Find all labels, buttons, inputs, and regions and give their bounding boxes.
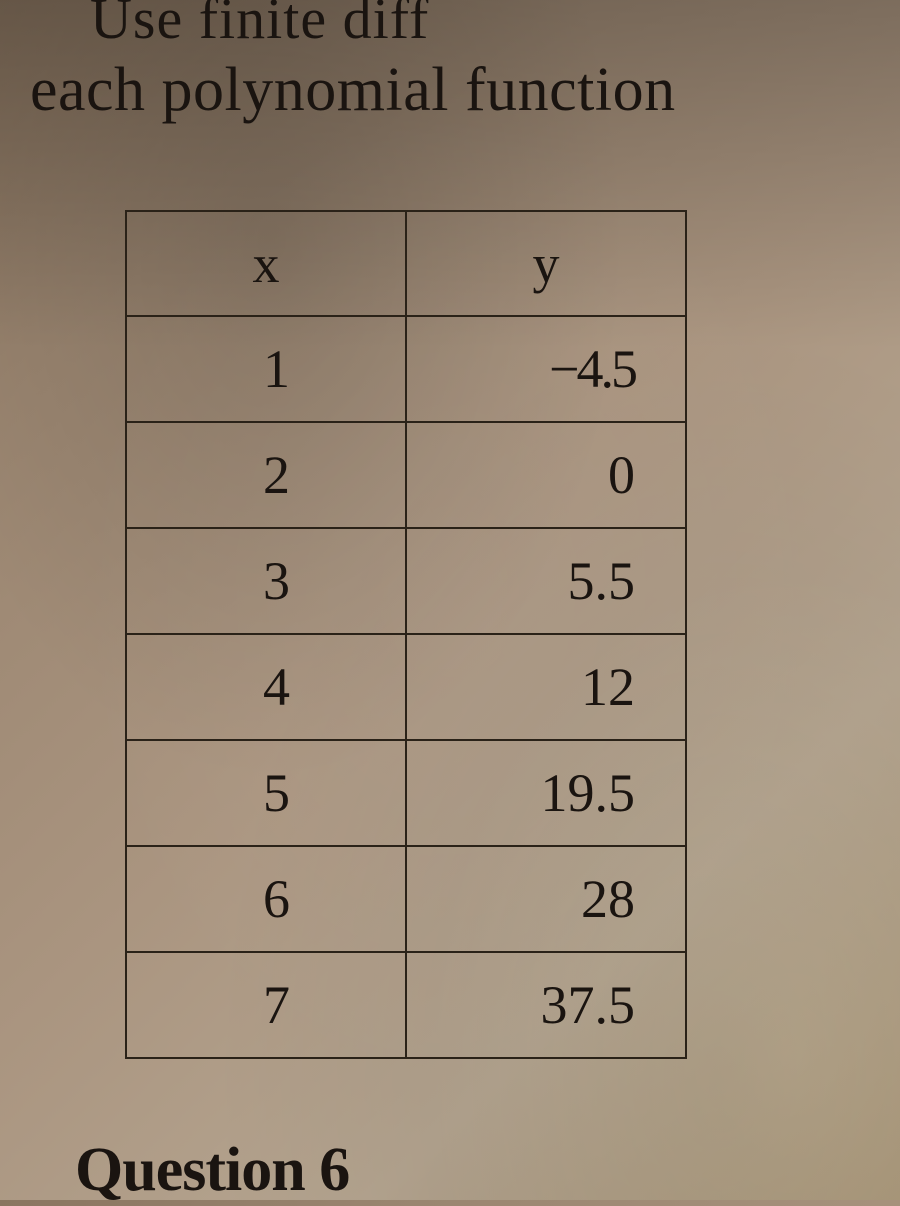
xy-data-table: x y 1 −4.5 2 0 3 5.5 4 12 5 19.5 6 28 7 xyxy=(125,210,687,1059)
table-row: 5 19.5 xyxy=(126,740,686,846)
instruction-line: each polynomial function xyxy=(30,55,676,126)
cell-y: 5.5 xyxy=(406,528,686,634)
table-row: 3 5.5 xyxy=(126,528,686,634)
cell-y: 37.5 xyxy=(406,952,686,1058)
partial-text-cutoff: Use finite diff xyxy=(90,0,429,52)
cell-y: 28 xyxy=(406,846,686,952)
table-header-row: x y xyxy=(126,211,686,316)
cell-x: 2 xyxy=(126,422,406,528)
table-row: 1 −4.5 xyxy=(126,316,686,422)
question-label: Question 6 xyxy=(75,1135,349,1206)
cell-x: 4 xyxy=(126,634,406,740)
cell-y: −4.5 xyxy=(406,316,686,422)
header-x: x xyxy=(126,211,406,316)
table-row: 2 0 xyxy=(126,422,686,528)
cell-x: 6 xyxy=(126,846,406,952)
cell-y: 19.5 xyxy=(406,740,686,846)
cell-y: 12 xyxy=(406,634,686,740)
cell-x: 5 xyxy=(126,740,406,846)
cell-x: 3 xyxy=(126,528,406,634)
header-y: y xyxy=(406,211,686,316)
cell-y: 0 xyxy=(406,422,686,528)
table-row: 4 12 xyxy=(126,634,686,740)
table-row: 7 37.5 xyxy=(126,952,686,1058)
cell-x: 1 xyxy=(126,316,406,422)
cell-x: 7 xyxy=(126,952,406,1058)
table-row: 6 28 xyxy=(126,846,686,952)
